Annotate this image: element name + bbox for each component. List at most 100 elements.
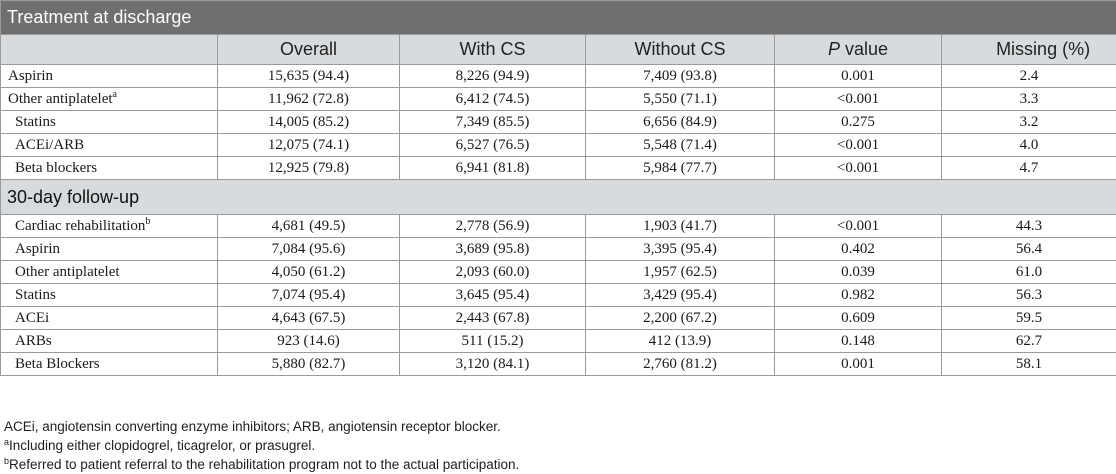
column-header-with-cs: With CS xyxy=(399,34,586,65)
cell-without-cs: 1,903 (41.7) xyxy=(585,214,775,238)
row-label: Statins xyxy=(0,283,218,307)
cell-p: 0.148 xyxy=(774,329,942,353)
cell-without-cs: 1,957 (62.5) xyxy=(585,260,775,284)
cell-overall: 12,925 (79.8) xyxy=(217,156,400,180)
cell-missing: 4.0 xyxy=(940,133,1116,157)
table-row: Aspirin 15,635 (94.4) 8,226 (94.9) 7,409 (9… xyxy=(0,64,1116,88)
table-row: Beta Blockers 5,880 (82.7) 3,120 (84.1) 2,7… xyxy=(0,352,1116,376)
cell-overall: 11,962 (72.8) xyxy=(217,87,400,111)
cell-p: 0.982 xyxy=(774,283,942,307)
cell-overall: 15,635 (94.4) xyxy=(217,64,400,88)
row-label: Cardiac rehabilitationb xyxy=(0,214,218,238)
cell-missing: 61.0 xyxy=(940,260,1116,284)
cell-without-cs: 412 (13.9) xyxy=(585,329,775,353)
footnote-a: aIncluding either clopidogrel, ticagrelo… xyxy=(4,437,316,454)
cell-p: 0.275 xyxy=(774,110,942,134)
treatment-table: Treatment at discharge Overall With CS W… xyxy=(0,0,1116,376)
cell-p: 0.039 xyxy=(774,260,942,284)
cell-missing: 3.2 xyxy=(940,110,1116,134)
cell-without-cs: 6,656 (84.9) xyxy=(585,110,775,134)
row-label: Beta blockers xyxy=(0,156,218,180)
table-row: Beta blockers 12,925 (79.8) 6,941 (81.8) 5,… xyxy=(0,156,1116,180)
cell-with-cs: 2,443 (67.8) xyxy=(399,306,586,330)
cell-with-cs: 2,778 (56.9) xyxy=(399,214,586,238)
cell-with-cs: 7,349 (85.5) xyxy=(399,110,586,134)
section-header-discharge: Treatment at discharge xyxy=(0,0,1116,35)
cell-overall: 4,681 (49.5) xyxy=(217,214,400,238)
cell-p: <0.001 xyxy=(774,87,942,111)
cell-overall: 7,084 (95.6) xyxy=(217,237,400,261)
cell-p: 0.001 xyxy=(774,64,942,88)
column-header-row: Overall With CS Without CS P value Missi… xyxy=(0,34,1116,65)
cell-with-cs: 2,093 (60.0) xyxy=(399,260,586,284)
table-row: Statins 7,074 (95.4) 3,645 (95.4) 3,429 (95… xyxy=(0,283,1116,307)
cell-with-cs: 6,527 (76.5) xyxy=(399,133,586,157)
table-row: Other antiplateleta 11,962 (72.8) 6,412 (7… xyxy=(0,87,1116,111)
cell-without-cs: 7,409 (93.8) xyxy=(585,64,775,88)
cell-with-cs: 511 (15.2) xyxy=(399,329,586,353)
cell-missing: 56.4 xyxy=(940,237,1116,261)
section-header-followup: 30-day follow-up xyxy=(0,179,1116,215)
cell-without-cs: 5,550 (71.1) xyxy=(585,87,775,111)
cell-without-cs: 2,200 (67.2) xyxy=(585,306,775,330)
row-label: Other antiplatelet xyxy=(0,260,218,284)
row-label: ACEi/ARB xyxy=(0,133,218,157)
cell-without-cs: 2,760 (81.2) xyxy=(585,352,775,376)
cell-with-cs: 6,412 (74.5) xyxy=(399,87,586,111)
column-header-p-value: P value xyxy=(774,34,942,65)
row-label: Beta Blockers xyxy=(0,352,218,376)
cell-with-cs: 6,941 (81.8) xyxy=(399,156,586,180)
cell-overall: 12,075 (74.1) xyxy=(217,133,400,157)
cell-missing: 3.3 xyxy=(940,87,1116,111)
cell-overall: 14,005 (85.2) xyxy=(217,110,400,134)
p-letter: P xyxy=(827,39,840,59)
column-header-missing: Missing (%) xyxy=(940,34,1116,65)
table-row: Cardiac rehabilitationb 4,681 (49.5) 2,778… xyxy=(0,214,1116,238)
footnotes: ACEi, angiotensin converting enzyme inhi… xyxy=(4,417,1104,474)
row-label: Aspirin xyxy=(0,64,218,88)
cell-p: 0.001 xyxy=(774,352,942,376)
table-row: Other antiplatelet 4,050 (61.2) 2,093 (60.… xyxy=(0,260,1116,284)
footnote-b: bReferred to patient referral to the reh… xyxy=(4,456,520,473)
cell-missing: 56.3 xyxy=(940,283,1116,307)
cell-p: 0.609 xyxy=(774,306,942,330)
row-label: Aspirin xyxy=(0,237,218,261)
cell-p: <0.001 xyxy=(774,133,942,157)
cell-p: <0.001 xyxy=(774,214,942,238)
table-row: Statins 14,005 (85.2) 7,349 (85.5) 6,656 (8… xyxy=(0,110,1116,134)
cell-overall: 7,074 (95.4) xyxy=(217,283,400,307)
column-header-without-cs: Without CS xyxy=(585,34,775,65)
table-row: Aspirin 7,084 (95.6) 3,689 (95.8) 3,395 (95… xyxy=(0,237,1116,261)
row-label: ACEi xyxy=(0,306,218,330)
cell-with-cs: 8,226 (94.9) xyxy=(399,64,586,88)
cell-without-cs: 5,984 (77.7) xyxy=(585,156,775,180)
cell-p: <0.001 xyxy=(774,156,942,180)
footnote-marker: b xyxy=(145,216,151,227)
cell-overall: 5,880 (82.7) xyxy=(217,352,400,376)
cell-missing: 4.7 xyxy=(940,156,1116,180)
footnote-abbreviations: ACEi, angiotensin converting enzyme inhi… xyxy=(4,419,501,434)
cell-without-cs: 3,395 (95.4) xyxy=(585,237,775,261)
cell-without-cs: 5,548 (71.4) xyxy=(585,133,775,157)
column-header-stub xyxy=(0,34,218,65)
cell-missing: 62.7 xyxy=(940,329,1116,353)
cell-overall: 4,643 (67.5) xyxy=(217,306,400,330)
table-row: ARBs 923 (14.6) 511 (15.2) 412 (13.9) 0.148 6… xyxy=(0,329,1116,353)
p-word: value xyxy=(839,39,889,59)
column-header-overall: Overall xyxy=(217,34,400,65)
section-title-followup: 30-day follow-up xyxy=(0,179,1116,215)
cell-with-cs: 3,689 (95.8) xyxy=(399,237,586,261)
row-label: Statins xyxy=(0,110,218,134)
cell-missing: 59.5 xyxy=(940,306,1116,330)
table-row: ACEi 4,643 (67.5) 2,443 (67.8) 2,200 (67.2)… xyxy=(0,306,1116,330)
footnote-marker: a xyxy=(112,89,117,100)
cell-missing: 2.4 xyxy=(940,64,1116,88)
cell-p: 0.402 xyxy=(774,237,942,261)
row-label: ARBs xyxy=(0,329,218,353)
cell-overall: 4,050 (61.2) xyxy=(217,260,400,284)
cell-with-cs: 3,120 (84.1) xyxy=(399,352,586,376)
cell-with-cs: 3,645 (95.4) xyxy=(399,283,586,307)
row-label: Other antiplateleta xyxy=(0,87,218,111)
cell-missing: 44.3 xyxy=(940,214,1116,238)
cell-missing: 58.1 xyxy=(940,352,1116,376)
